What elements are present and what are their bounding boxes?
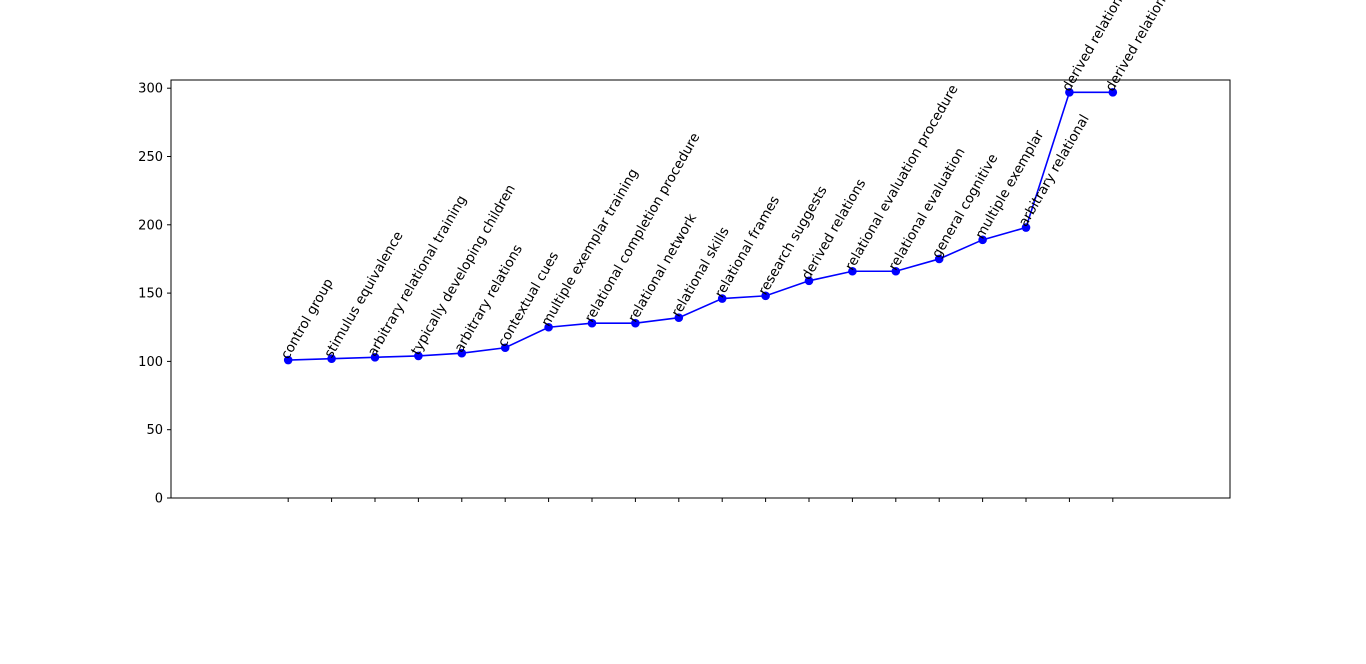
y-tick-label: 300 [138,82,163,97]
point-label: arbitrary relational [1016,112,1093,230]
data-point [283,355,293,365]
data-point [804,276,814,286]
y-tick-label: 250 [138,150,163,165]
plot-frame [170,79,1231,499]
y-tick-label: 150 [138,287,163,302]
y-tick-label: 50 [146,423,163,438]
data-point [327,354,336,363]
data-point [500,343,510,353]
data-point [457,348,467,358]
data-point [631,318,640,328]
point-label: stimulus equivalence [321,229,406,361]
data-point [1021,223,1031,232]
y-tick-label: 0 [155,492,163,507]
y-axis: 0 50 100 150 200 250 300 [138,82,171,507]
data-point [761,291,770,301]
data-point [674,313,684,322]
data-point [587,318,597,328]
data-point [1108,87,1118,97]
data-point [717,294,727,303]
data-point [891,266,901,276]
data-point [414,351,423,361]
y-tick-label: 100 [138,355,163,370]
y-tick-label: 200 [138,218,163,233]
series-line [288,91,1113,361]
x-axis [287,498,1114,502]
data-point [848,266,857,276]
data-point [978,235,987,245]
series-layer [283,87,1118,365]
data-point [370,353,380,362]
data-point [1065,87,1074,97]
data-point [544,322,553,332]
data-point [934,254,944,264]
